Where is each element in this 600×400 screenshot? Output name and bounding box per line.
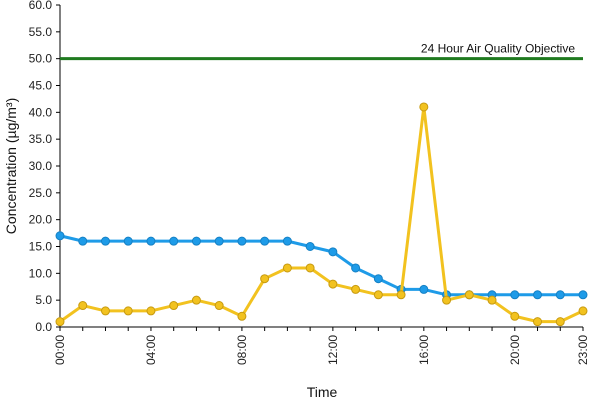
series-1-point	[282, 236, 292, 246]
series-2-point	[214, 301, 224, 311]
axes: 0.0 5.0 10.0 15.0 20.0 25.0 30.0 35.0 40.0 45.0 50…	[29, 0, 590, 365]
series-1-point	[510, 290, 520, 300]
series-2-point	[464, 290, 474, 300]
series-2-point	[442, 295, 452, 305]
series-1-point	[214, 236, 224, 246]
series-1-point	[78, 236, 88, 246]
y-tick-label: 0.0	[35, 320, 52, 334]
y-tick-label: 25.0	[29, 186, 53, 200]
series-1-point	[123, 236, 133, 246]
x-tick-label: 12:00	[326, 335, 340, 365]
y-tick-label: 45.0	[29, 79, 53, 93]
x-axis-title: Time	[307, 384, 338, 400]
series-2-point	[237, 311, 247, 321]
series-2-point	[305, 263, 315, 273]
series-2-point	[260, 274, 270, 284]
x-tick-label: 23:00	[576, 335, 590, 365]
y-tick-label: 55.0	[29, 25, 53, 39]
series-1-point	[555, 290, 565, 300]
series-1-point	[305, 242, 315, 251]
series-2-point	[78, 301, 88, 311]
series-2-point	[419, 102, 429, 112]
y-tick-label: 5.0	[35, 293, 52, 307]
series-2-point	[146, 306, 156, 316]
series-2-point	[328, 279, 338, 289]
x-tick-label: 16:00	[417, 335, 431, 365]
y-tick-label: 10.0	[29, 266, 53, 280]
series-1-point	[260, 236, 270, 246]
series-2-line	[59, 105, 584, 324]
series-1-point	[55, 231, 65, 241]
y-tick-label: 35.0	[29, 132, 53, 146]
air-quality-objective-label: 24 Hour Air Quality Objective	[421, 42, 575, 56]
series-2-point	[373, 290, 383, 300]
series-2-point	[510, 311, 520, 321]
series-2-point	[55, 317, 65, 327]
series-group	[55, 102, 588, 327]
x-tick-label: 04:00	[144, 335, 158, 365]
series-2-point	[533, 317, 543, 327]
x-tick-label: 20:00	[508, 335, 522, 365]
y-tick-label: 40.0	[29, 105, 53, 119]
series-1-point	[191, 236, 201, 246]
series-1-point	[533, 290, 543, 300]
axis-labels: Concentration (µg/m³) Time	[3, 98, 338, 400]
series-1-point	[419, 284, 429, 294]
y-tick-label: 30.0	[29, 159, 53, 173]
series-2-point	[282, 263, 292, 273]
series-1-point	[169, 236, 179, 246]
x-tick-label: 00:00	[53, 335, 67, 365]
series-1-point	[328, 247, 338, 257]
y-tick-label: 15.0	[29, 240, 53, 254]
y-tick-label: 50.0	[29, 52, 53, 66]
series-1-line	[59, 234, 583, 297]
series-1-point	[578, 290, 588, 300]
series-2-point	[100, 306, 110, 316]
series-2-point	[578, 306, 588, 316]
series-1-point	[146, 236, 156, 246]
series-1-point	[373, 274, 383, 284]
series-2-point	[169, 301, 179, 311]
series-2-point	[487, 295, 497, 305]
series-2-point	[396, 290, 406, 300]
series-2-point	[191, 295, 201, 305]
series-1-point	[351, 263, 361, 273]
reference-line-group: 24 Hour Air Quality Objective	[60, 42, 583, 61]
series-2-point	[351, 284, 361, 294]
series-2-point	[123, 306, 133, 316]
series-1-point	[100, 236, 110, 246]
series-2-point	[555, 317, 565, 327]
y-tick-label: 20.0	[29, 213, 53, 227]
x-tick-label: 08:00	[235, 335, 249, 365]
y-axis-title: Concentration (µg/m³)	[3, 98, 19, 234]
y-tick-label: 60.0	[29, 0, 53, 12]
series-1-point	[237, 236, 247, 246]
